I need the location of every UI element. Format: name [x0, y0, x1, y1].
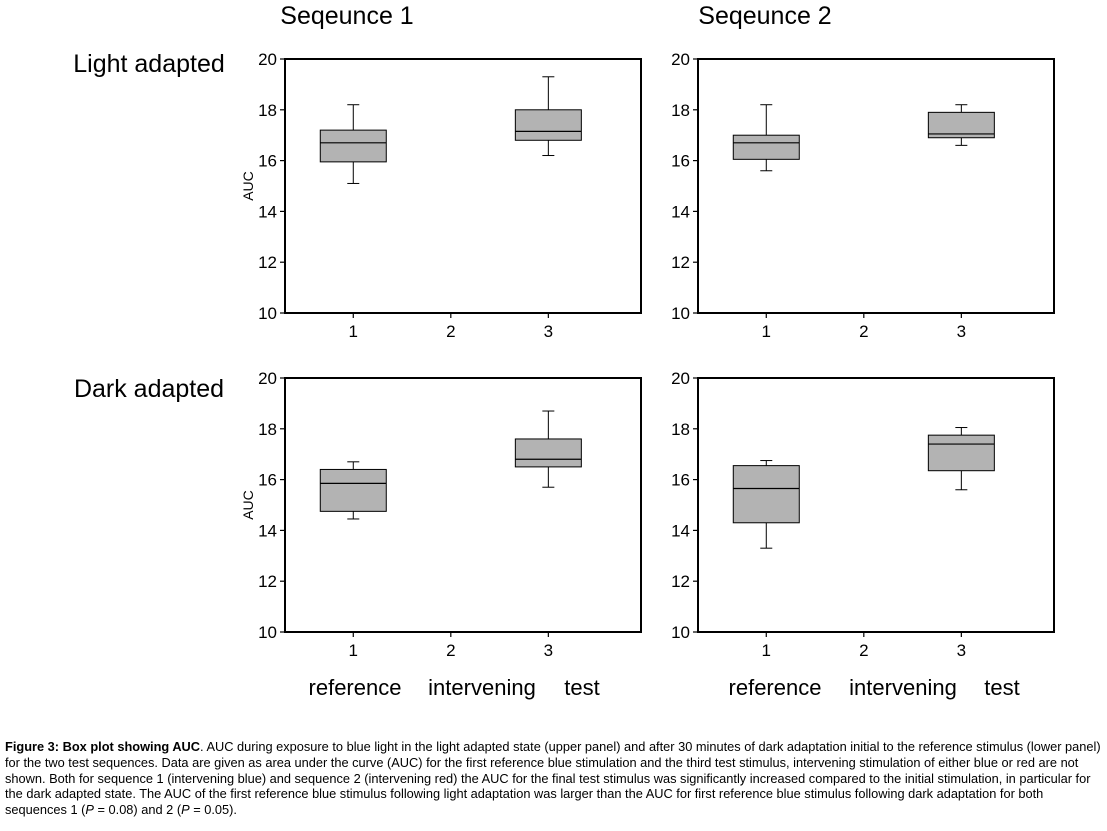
box-iqr: [732, 134, 800, 160]
y-tick-label: 12: [258, 572, 277, 591]
plot-frame: [284, 58, 642, 314]
y-tick-label: 18: [258, 101, 277, 120]
y-tick-label: 14: [258, 202, 277, 221]
plot-frame: [284, 377, 642, 633]
caption-title: Box plot showing AUC: [62, 739, 201, 754]
category-label-test-seq1: test: [564, 675, 599, 700]
box-1: [732, 460, 800, 549]
y-tick-label: 14: [671, 202, 690, 221]
y-tick-label: 14: [258, 521, 277, 540]
y-tick-label: 16: [671, 471, 690, 490]
y-tick-label: 12: [258, 253, 277, 272]
y-tick-label: 18: [258, 420, 277, 439]
x-tick-label: 2: [859, 641, 868, 660]
category-label-intervening-seq2: intervening: [849, 675, 957, 700]
caption-p-value-1: = 0.08) and 2 (: [93, 802, 182, 818]
category-label-reference-seq2: reference: [729, 675, 822, 700]
box-1: [732, 104, 800, 172]
caption-label: Figure 3:: [5, 739, 60, 754]
box-iqr: [319, 468, 387, 512]
y-tick-label: 20: [671, 50, 690, 69]
box-3: [927, 427, 995, 491]
plot-frame: [697, 58, 1055, 314]
caption-p-value-2: = 0.05).: [189, 802, 237, 818]
box-iqr: [514, 109, 582, 141]
caption-p-symbol-1: P: [85, 802, 94, 818]
y-tick-label: 20: [258, 50, 277, 69]
box-1: [319, 104, 387, 184]
category-label-intervening-seq1: intervening: [428, 675, 536, 700]
category-label-test-seq2: test: [984, 675, 1019, 700]
y-tick-label: 16: [671, 152, 690, 171]
box-iqr: [319, 129, 387, 163]
box-3: [514, 410, 582, 488]
y-tick-label: 20: [258, 369, 277, 388]
y-tick-label: 16: [258, 471, 277, 490]
x-tick-label: 3: [544, 322, 553, 341]
y-tick-label: 12: [671, 253, 690, 272]
box-plot-figure: Seqeunce 1 Seqeunce 2 Light adapted Dark…: [73, 2, 1055, 700]
x-tick-label: 1: [349, 641, 358, 660]
caption-text: . AUC during exposure to blue light in t…: [5, 739, 1101, 818]
x-tick-label: 3: [957, 322, 966, 341]
y-axis-label: AUC: [240, 490, 256, 520]
plot-frame: [697, 377, 1055, 633]
box-iqr: [927, 434, 995, 472]
x-tick-label: 3: [957, 641, 966, 660]
row-title-dark: Dark adapted: [74, 375, 224, 403]
box-iqr: [514, 438, 582, 468]
x-tick-label: 2: [859, 322, 868, 341]
box-3: [514, 76, 582, 157]
y-tick-label: 10: [671, 304, 690, 323]
x-tick-label: 1: [762, 322, 771, 341]
x-tick-label: 1: [762, 641, 771, 660]
y-tick-label: 10: [258, 304, 277, 323]
y-axis-label: AUC: [240, 171, 256, 201]
box-iqr: [732, 465, 800, 524]
y-tick-label: 10: [671, 623, 690, 642]
y-tick-label: 12: [671, 572, 690, 591]
column-title-2: Seqeunce 2: [698, 2, 831, 30]
y-tick-label: 14: [671, 521, 690, 540]
y-tick-label: 16: [258, 152, 277, 171]
column-title-1: Seqeunce 1: [280, 2, 413, 30]
caption-p-symbol-2: P: [181, 802, 190, 818]
y-tick-label: 18: [671, 420, 690, 439]
y-tick-label: 20: [671, 369, 690, 388]
x-tick-label: 3: [544, 641, 553, 660]
box-1: [319, 461, 387, 520]
box-3: [927, 104, 995, 146]
y-tick-label: 10: [258, 623, 277, 642]
figure-caption: Figure 3: Box plot showing AUC. AUC duri…: [5, 739, 1105, 818]
category-label-reference-seq1: reference: [309, 675, 402, 700]
y-tick-label: 18: [671, 101, 690, 120]
x-tick-label: 2: [446, 641, 455, 660]
x-tick-label: 1: [349, 322, 358, 341]
x-tick-label: 2: [446, 322, 455, 341]
row-title-light: Light adapted: [73, 50, 225, 78]
